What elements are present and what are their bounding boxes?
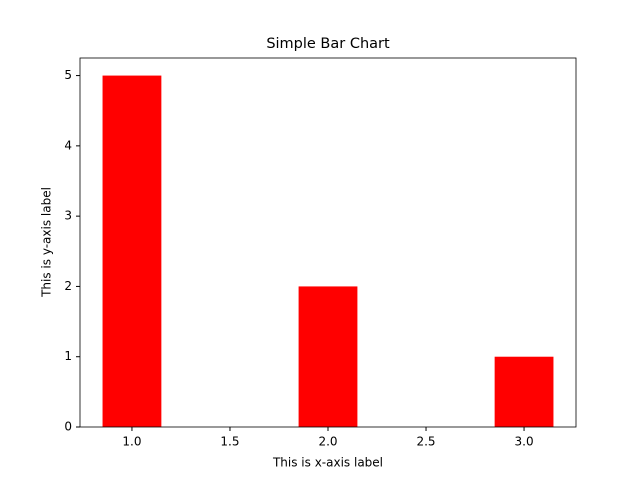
y-tick-label: 0	[64, 420, 72, 434]
bar	[102, 75, 162, 428]
y-tick-label: 3	[64, 209, 72, 223]
y-tick-label: 4	[64, 138, 72, 152]
x-tick-label: 2.0	[318, 435, 337, 449]
chart-title: Simple Bar Chart	[266, 36, 390, 52]
bar	[494, 356, 554, 427]
x-tick-label: 1.0	[122, 435, 141, 449]
y-tick-label: 2	[64, 279, 72, 293]
x-tick-label: 1.5	[220, 435, 239, 449]
y-axis-label: This is y-axis label	[40, 187, 54, 298]
x-tick-label: 2.5	[416, 435, 435, 449]
x-axis-label: This is x-axis label	[272, 456, 383, 470]
y-tick-label: 5	[64, 68, 72, 82]
bar	[298, 286, 358, 427]
y-tick-label: 1	[64, 349, 72, 363]
plot-frame	[79, 57, 577, 428]
x-tick-label: 3.0	[515, 435, 534, 449]
